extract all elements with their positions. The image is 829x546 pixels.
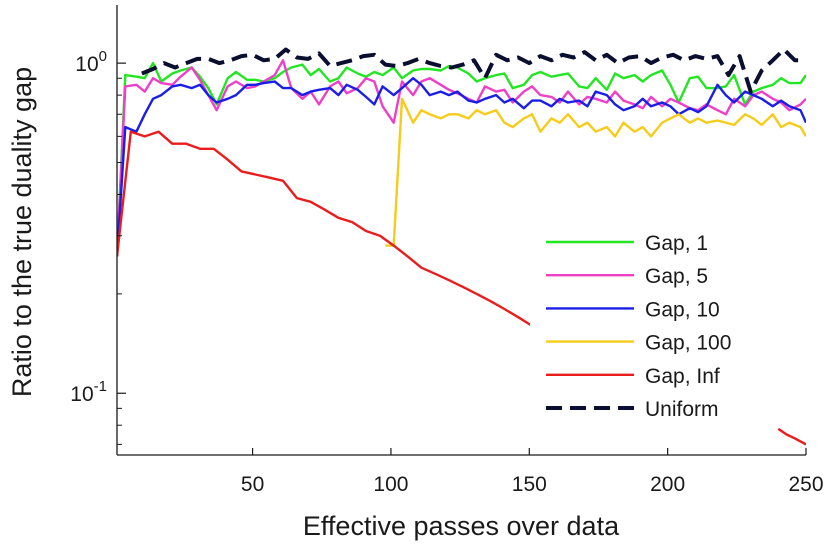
x-axis-label: Effective passes over data — [303, 511, 620, 541]
legend-box — [530, 223, 766, 435]
legend-label: Gap, 10 — [645, 298, 720, 321]
series-line-gap-inf-tail — [777, 427, 806, 446]
y-axis-label: Ratio to the true duality gap — [7, 67, 37, 397]
series-layer — [117, 47, 806, 446]
series-line-gap-1 — [117, 61, 806, 257]
x-tick-label: 250 — [788, 473, 823, 496]
legend-label: Uniform — [645, 398, 719, 421]
x-tick-label: 100 — [373, 473, 408, 496]
axes-layer: 50 100 150 200 250 100 10-1 — [70, 5, 824, 496]
legend-label: Gap, 100 — [645, 332, 731, 355]
x-tick-label: 200 — [650, 473, 685, 496]
legend-label: Gap, 5 — [645, 265, 708, 288]
legend-label: Gap, Inf — [645, 365, 720, 388]
series-line-uniform — [141, 47, 806, 94]
legend-label: Gap, 1 — [645, 232, 708, 255]
y-tick-label: 100 — [75, 48, 107, 76]
series-line-gap-inf — [117, 130, 533, 327]
series-line-gap-10 — [117, 76, 806, 257]
series-line-gap-100 — [385, 97, 806, 247]
x-tick-label: 50 — [241, 473, 264, 496]
y-tick-label: 10-1 — [70, 378, 107, 406]
legend: Gap, 1 Gap, 5 Gap, 10 Gap, 100 Gap, Inf Unifo… — [530, 223, 766, 435]
x-tick-label: 150 — [512, 473, 547, 496]
